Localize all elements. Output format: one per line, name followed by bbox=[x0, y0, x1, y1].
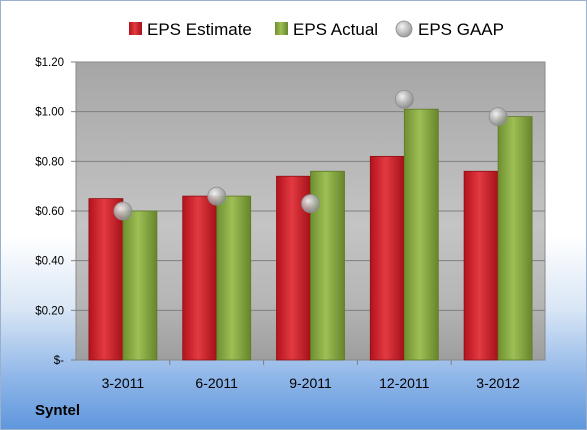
y-tick-label: $0.40 bbox=[35, 256, 64, 268]
legend-label-gaap: EPS GAAP bbox=[418, 20, 504, 39]
x-tick-label: 3-2012 bbox=[476, 375, 520, 391]
y-axis: $- $0.20 $0.40 $0.60 $0.80 $1.00 $1.20 bbox=[35, 57, 76, 367]
point-eps-gaap bbox=[301, 194, 320, 213]
point-eps-gaap bbox=[488, 107, 508, 127]
bar-eps-actual bbox=[122, 210, 158, 361]
legend-item-eps-gaap: EPS GAAP bbox=[395, 20, 504, 39]
bar-eps-estimate bbox=[463, 170, 499, 361]
bar-eps-estimate bbox=[182, 195, 218, 361]
legend-swatch-actual bbox=[275, 22, 288, 35]
y-tick-label: $1.00 bbox=[35, 107, 64, 119]
y-tick-label: $0.80 bbox=[35, 156, 64, 168]
x-tick-label: 3-2011 bbox=[102, 375, 145, 391]
legend-label-estimate: EPS Estimate bbox=[147, 20, 252, 39]
y-tick-label: $0.20 bbox=[35, 305, 64, 317]
x-tick-label: 6-2011 bbox=[195, 375, 238, 391]
legend-item-eps-actual: EPS Actual bbox=[275, 20, 378, 39]
gaap-points bbox=[113, 89, 508, 221]
bar-eps-estimate bbox=[369, 155, 405, 361]
bar-eps-estimate bbox=[88, 198, 124, 361]
legend-label-actual: EPS Actual bbox=[293, 20, 378, 39]
point-eps-gaap bbox=[207, 186, 227, 206]
legend-swatch-estimate bbox=[129, 22, 142, 35]
legend: EPS Estimate EPS Actual EPS GAAP bbox=[129, 20, 504, 39]
x-tick-label: 12-2011 bbox=[379, 375, 430, 391]
legend-item-eps-estimate: EPS Estimate bbox=[129, 20, 252, 39]
bars bbox=[88, 108, 533, 361]
y-tick-label: $1.20 bbox=[35, 57, 64, 69]
point-eps-gaap bbox=[113, 201, 133, 221]
bar-eps-actual bbox=[216, 195, 252, 361]
bar-eps-actual bbox=[497, 116, 533, 361]
company-name: Syntel bbox=[35, 402, 81, 419]
legend-swatch-gaap bbox=[395, 20, 413, 38]
x-tick-label: 9-2011 bbox=[289, 375, 332, 391]
y-tick-label: $- bbox=[54, 355, 64, 367]
x-axis: 3-2011 6-2011 9-2011 12-2011 3-2012 bbox=[102, 360, 520, 391]
y-tick-label: $0.60 bbox=[35, 206, 64, 218]
point-eps-gaap bbox=[394, 89, 414, 109]
bar-eps-actual bbox=[403, 108, 439, 361]
